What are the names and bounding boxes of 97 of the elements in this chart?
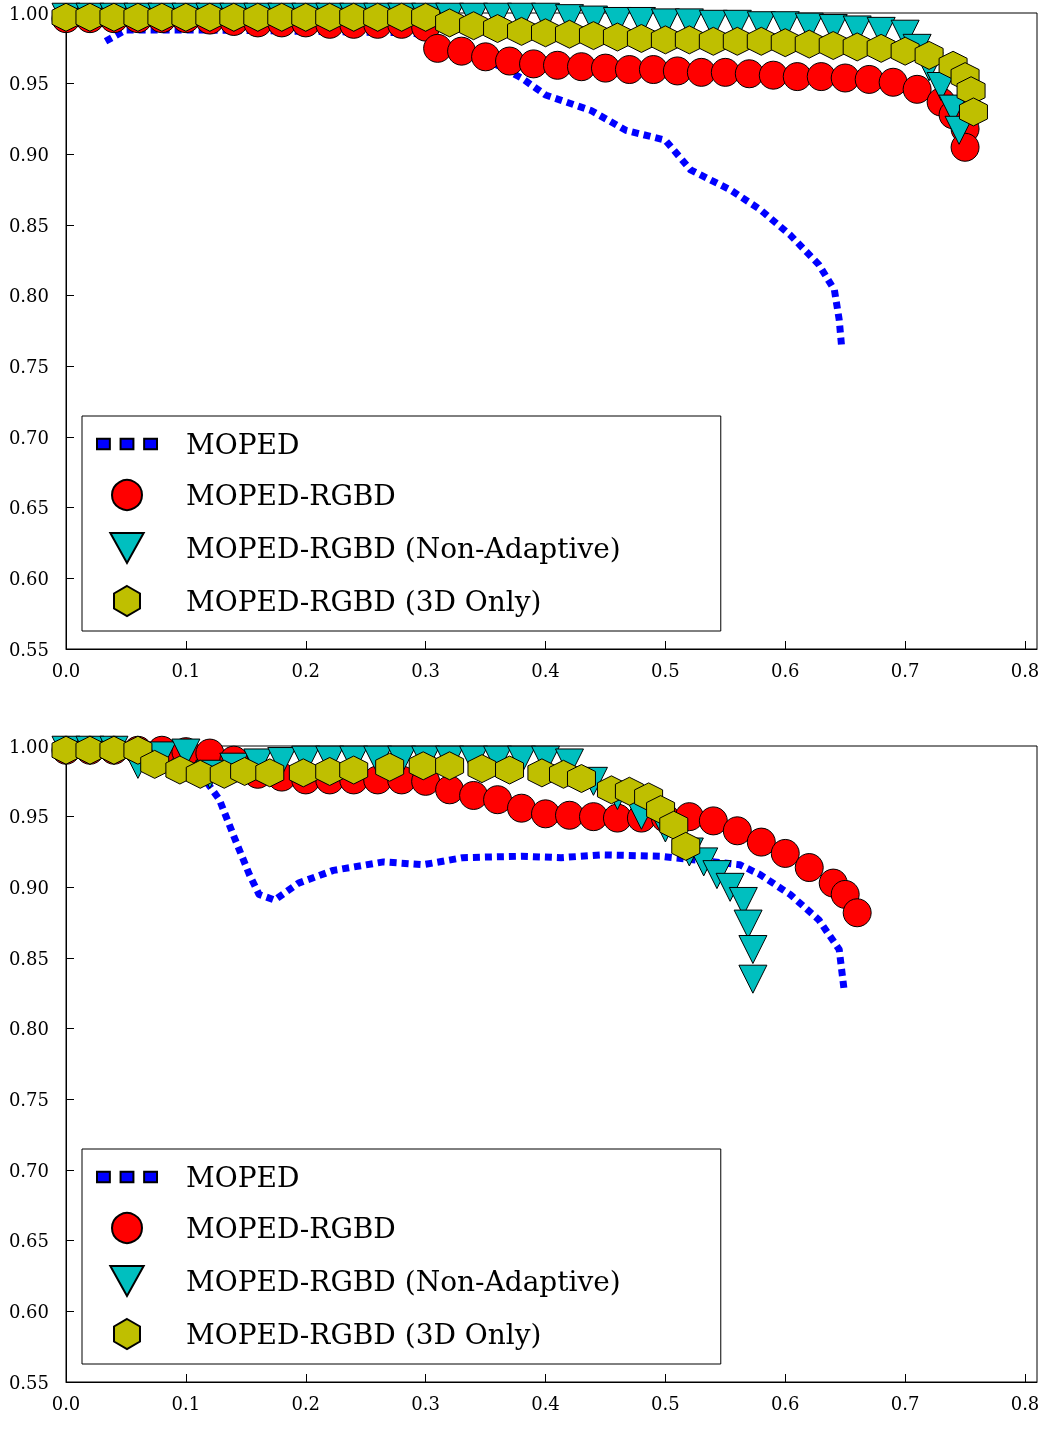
- x-tick-label: 0.4: [531, 1392, 560, 1414]
- point: [507, 793, 537, 823]
- point: [671, 831, 701, 861]
- point: [738, 964, 768, 994]
- y-tick-label: 1.00: [8, 2, 49, 24]
- point: [230, 756, 260, 786]
- point: [722, 816, 752, 846]
- y-tick-label: 0.80: [8, 285, 49, 307]
- point: [914, 40, 944, 70]
- x-tick-label: 0.0: [51, 1392, 81, 1414]
- y-tick-label: 0.55: [8, 1371, 49, 1393]
- y-tick-label: 0.85: [8, 947, 49, 969]
- legend-label: MOPED-RGBD (3D Only): [186, 1317, 542, 1351]
- legend-label: MOPED-RGBD: [186, 478, 396, 512]
- point: [710, 57, 740, 87]
- x-tick-label: 0.0: [51, 659, 81, 681]
- x-tick-label: 0.5: [651, 1392, 680, 1414]
- point: [758, 60, 788, 90]
- x-tick-label: 0.7: [890, 659, 920, 681]
- x-tick-label: 0.8: [1010, 659, 1040, 681]
- y-tick-label: 0.60: [8, 1300, 49, 1322]
- x-tick-label: 0.3: [411, 1392, 440, 1414]
- legend-label: MOPED: [186, 427, 300, 461]
- point: [495, 46, 525, 76]
- point: [738, 935, 768, 965]
- point: [659, 810, 689, 840]
- y-tick-label: 0.95: [8, 806, 49, 828]
- legend-label: MOPED-RGBD: [186, 1211, 396, 1245]
- y-tick-label: 0.90: [8, 876, 49, 898]
- point: [830, 63, 860, 93]
- y-tick-label: 0.65: [8, 497, 49, 519]
- point: [447, 36, 477, 66]
- point: [958, 97, 988, 127]
- point: [698, 806, 728, 836]
- point: [531, 799, 561, 829]
- legend-label: MOPED-RGBD (Non-Adaptive): [186, 1264, 621, 1298]
- x-tick-label: 0.1: [171, 659, 201, 681]
- x-tick-label: 0.8: [1010, 1392, 1040, 1414]
- point: [734, 59, 764, 89]
- point: [794, 853, 824, 883]
- point: [408, 751, 438, 781]
- point: [567, 52, 596, 82]
- legend-label: MOPED: [186, 1160, 300, 1194]
- x-tick-label: 0.2: [291, 1392, 321, 1414]
- x-tick-label: 0.3: [411, 659, 440, 681]
- point: [519, 49, 549, 79]
- point: [555, 800, 584, 830]
- y-tick-label: 0.95: [8, 73, 49, 95]
- x-tick-label: 0.1: [171, 1392, 201, 1414]
- point: [435, 751, 465, 781]
- point: [686, 57, 716, 87]
- y-tick-label: 0.75: [8, 355, 49, 377]
- y-tick-label: 0.90: [8, 143, 49, 165]
- point: [566, 764, 596, 794]
- x-tick-label: 0.7: [890, 1392, 920, 1414]
- point: [782, 62, 812, 92]
- point: [423, 33, 453, 63]
- point: [140, 749, 170, 779]
- x-tick-label: 0.2: [291, 659, 321, 681]
- point: [578, 802, 608, 832]
- x-tick-label: 0.5: [651, 659, 680, 681]
- point: [543, 50, 572, 80]
- legend-label: MOPED-RGBD (3D Only): [186, 584, 542, 618]
- y-tick-label: 0.85: [8, 214, 49, 236]
- point: [770, 838, 800, 868]
- y-tick-label: 0.55: [8, 638, 49, 660]
- point: [375, 752, 405, 782]
- point: [255, 758, 285, 788]
- point: [842, 898, 872, 928]
- point: [471, 42, 501, 72]
- y-tick-label: 0.65: [8, 1230, 49, 1252]
- point: [854, 64, 884, 94]
- x-tick-label: 0.6: [770, 1392, 800, 1414]
- point: [459, 780, 489, 810]
- point: [806, 62, 836, 92]
- x-tick-label: 0.4: [531, 659, 560, 681]
- point: [495, 755, 525, 785]
- x-tick-label: 0.6: [770, 659, 800, 681]
- point: [339, 755, 369, 785]
- point: [662, 56, 692, 86]
- point: [614, 55, 644, 85]
- point: [715, 872, 745, 902]
- y-tick-label: 0.75: [8, 1088, 49, 1110]
- point: [288, 758, 318, 788]
- point: [746, 827, 776, 857]
- point: [467, 754, 497, 784]
- y-tick-label: 0.70: [8, 1159, 49, 1181]
- legend-label: MOPED-RGBD (Non-Adaptive): [186, 531, 621, 565]
- point: [590, 53, 620, 83]
- point: [878, 67, 908, 97]
- y-tick-label: 0.60: [8, 567, 49, 589]
- y-tick-label: 1.00: [8, 735, 49, 757]
- y-tick-label: 0.70: [8, 426, 49, 448]
- y-tick-label: 0.80: [8, 1018, 49, 1040]
- point: [902, 74, 932, 104]
- point: [483, 785, 513, 815]
- point: [638, 55, 668, 85]
